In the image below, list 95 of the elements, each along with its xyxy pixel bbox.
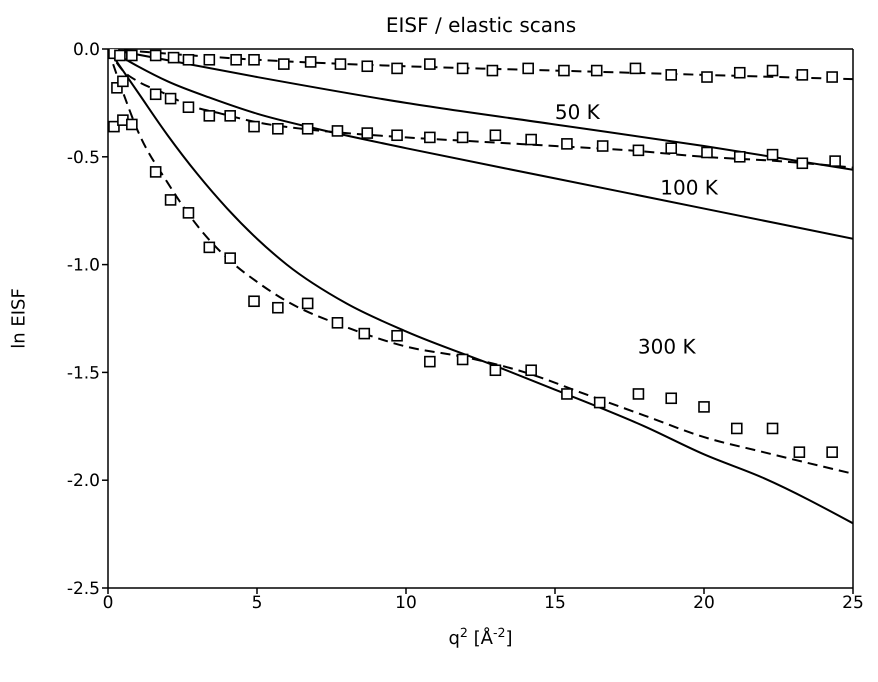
point (302, 122, 314, 135)
y-tick-label: -1.0 (66, 256, 100, 276)
point (391, 129, 403, 142)
point (525, 364, 537, 376)
point (794, 446, 806, 458)
point (632, 388, 644, 400)
y-tick-label: -2.5 (66, 579, 100, 600)
point (302, 298, 314, 310)
point (456, 132, 468, 144)
annotation: 100 K (660, 176, 719, 200)
x-tick-label: 20 (693, 593, 715, 614)
annotation: 50 K (554, 100, 601, 124)
point (224, 252, 236, 264)
point (698, 401, 710, 413)
point (701, 146, 713, 158)
point (522, 62, 534, 74)
point (590, 64, 603, 76)
point (204, 54, 216, 66)
point (766, 64, 778, 76)
point (525, 134, 537, 146)
point (230, 54, 242, 66)
point (117, 76, 129, 88)
point (150, 166, 162, 178)
annotation: 300 K (638, 334, 696, 359)
point (594, 396, 606, 408)
point (361, 127, 374, 139)
point (361, 60, 374, 72)
point (734, 151, 746, 163)
point (182, 101, 194, 114)
point (826, 71, 838, 83)
point (596, 140, 608, 152)
point (182, 207, 194, 219)
point (766, 422, 778, 434)
point (456, 62, 468, 74)
point (424, 58, 436, 70)
point (630, 62, 642, 74)
point (734, 66, 746, 79)
point (248, 54, 260, 66)
point (126, 50, 138, 62)
point (665, 69, 678, 81)
point (730, 422, 743, 434)
point (391, 62, 403, 74)
point (114, 50, 126, 62)
point (168, 52, 180, 64)
point (456, 354, 468, 366)
point (224, 110, 236, 122)
x-tick-label: 5 (252, 593, 262, 614)
point (490, 364, 502, 376)
point (665, 142, 678, 154)
point (701, 71, 713, 83)
point (272, 302, 284, 314)
x-tick-label: 0 (102, 593, 114, 614)
point (486, 64, 498, 76)
point (558, 64, 570, 76)
point (826, 446, 838, 458)
point (272, 122, 284, 135)
point (164, 194, 176, 206)
point (332, 317, 344, 329)
point (204, 242, 216, 254)
x-tick-label: 10 (395, 593, 417, 614)
y-tick-label: -0.5 (66, 148, 100, 168)
point (766, 148, 778, 160)
point (204, 110, 216, 122)
point (332, 125, 344, 137)
point (358, 328, 370, 340)
point (561, 138, 573, 150)
point (164, 92, 176, 104)
y-tick-label: 0.0 (72, 40, 100, 60)
point (424, 356, 436, 368)
point (490, 129, 502, 142)
point (561, 388, 573, 400)
point (391, 330, 403, 342)
point (304, 56, 316, 68)
point (796, 157, 808, 170)
point (150, 88, 162, 100)
point (665, 392, 678, 404)
point (796, 69, 808, 81)
point (829, 155, 841, 167)
point (182, 54, 194, 66)
point (126, 118, 138, 130)
point (278, 58, 290, 70)
point (108, 120, 120, 132)
y-tick-label: -1.5 (66, 363, 100, 384)
y-tick-label: -2.0 (66, 471, 100, 492)
point (248, 120, 260, 132)
y-axis-title: ln EISF (8, 288, 30, 349)
x-tick-label: 25 (842, 593, 864, 614)
x-tick-label: 15 (544, 593, 566, 614)
point (424, 132, 436, 144)
chart-title: EISF / elastic scans (386, 13, 576, 37)
x-axis-title: q$^{2}$ [Å$^{-2}$] (448, 624, 513, 649)
point (248, 295, 260, 308)
point (150, 50, 162, 62)
point (632, 144, 644, 156)
point (334, 58, 346, 70)
